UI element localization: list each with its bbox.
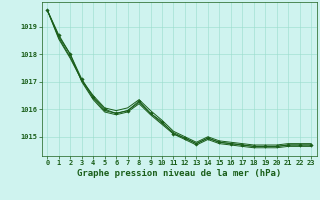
X-axis label: Graphe pression niveau de la mer (hPa): Graphe pression niveau de la mer (hPa) bbox=[77, 169, 281, 178]
